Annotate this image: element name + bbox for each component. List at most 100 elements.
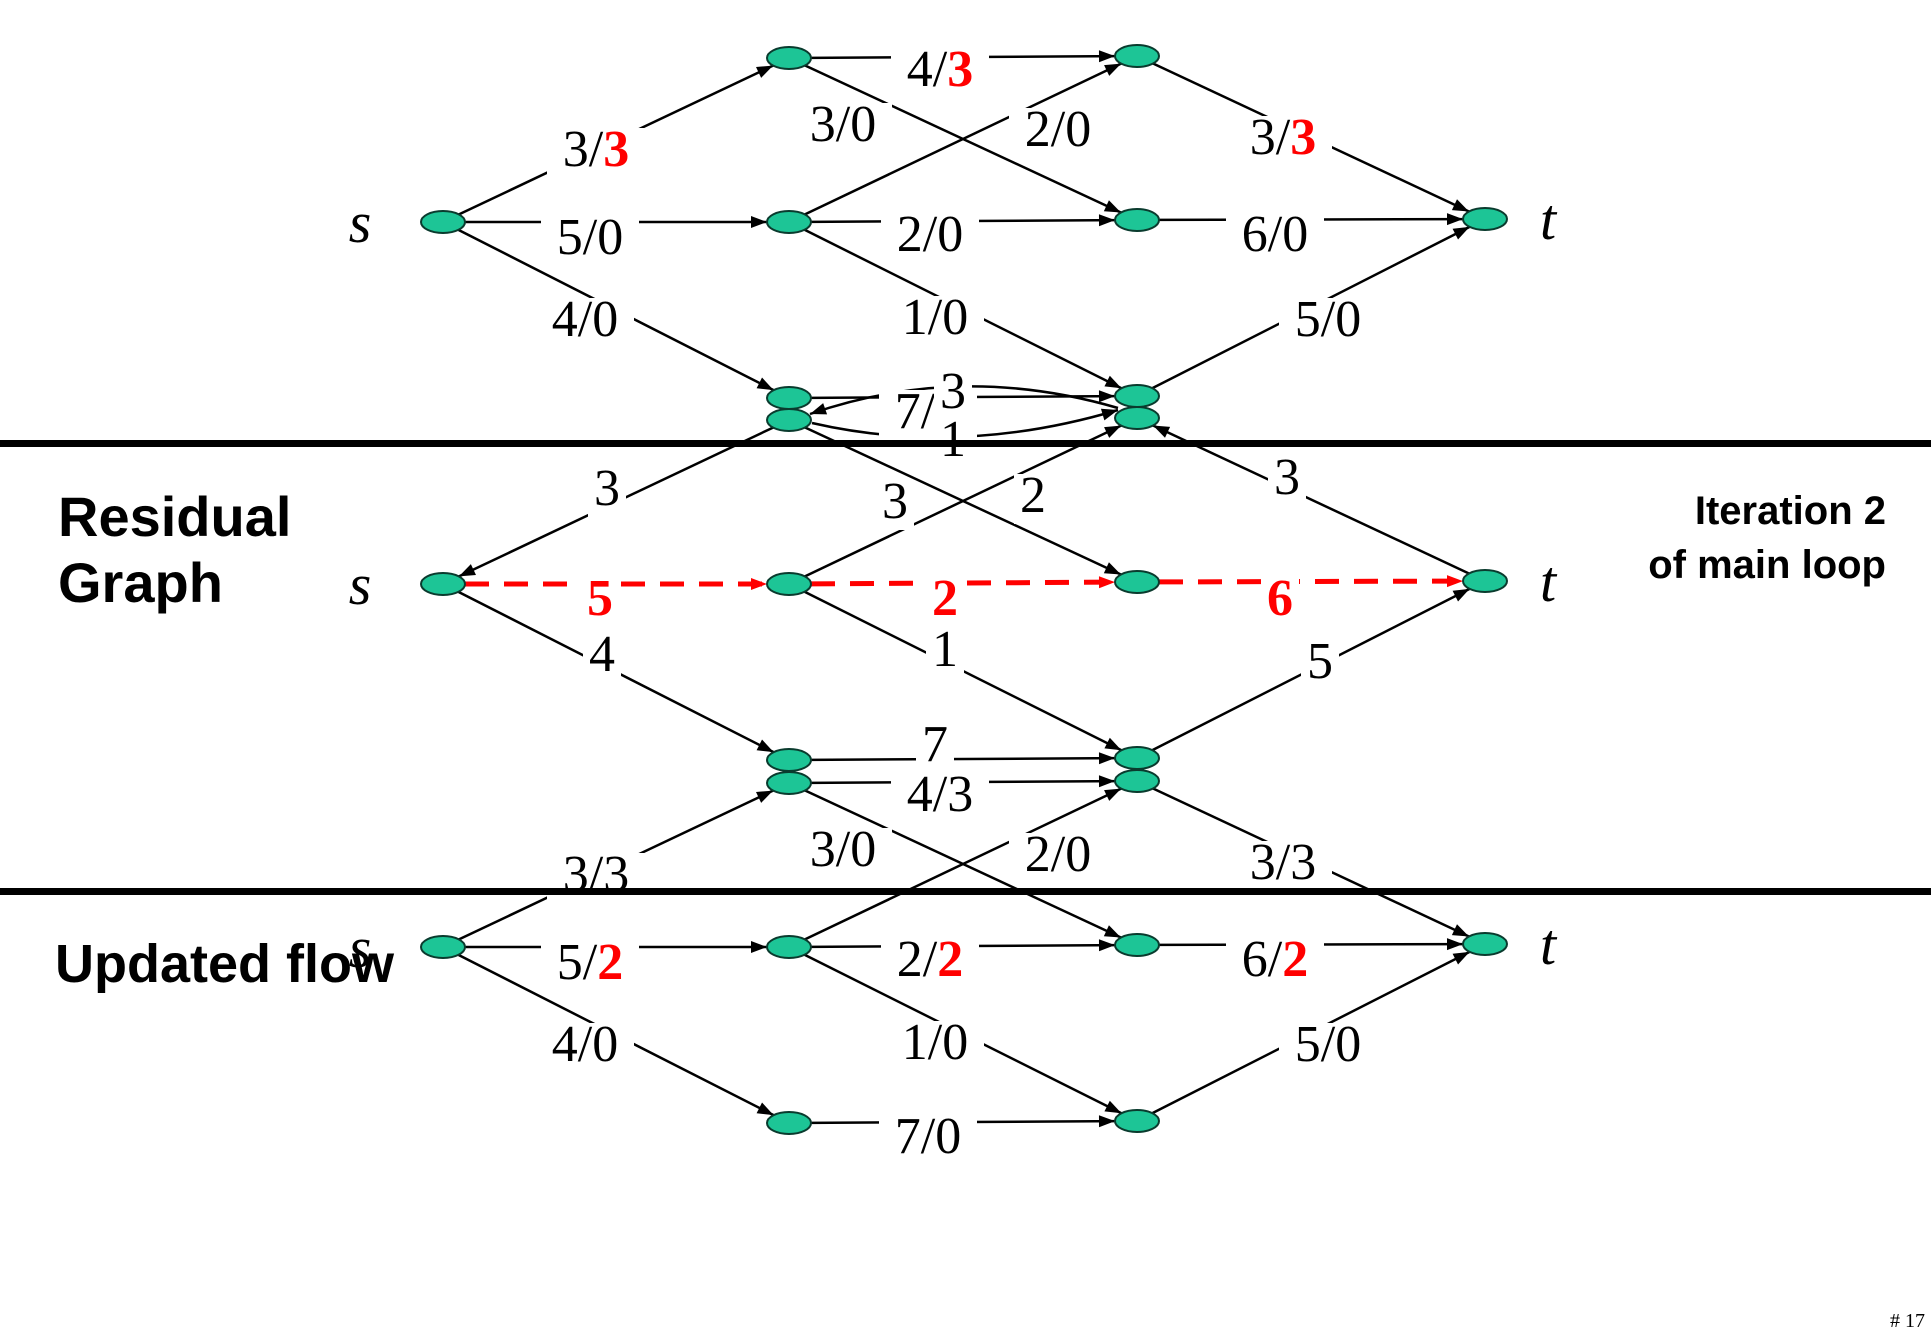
updated-flow-edge-label-part-b2-t-0: 6/ [1242, 931, 1283, 988]
residual-edge-label-s-a2: 5 [587, 570, 613, 627]
current-flow-edge-label-part-b2-t-0: 6/0 [1242, 206, 1308, 263]
updated-flow-edge-arrow-b1-t [1452, 924, 1469, 936]
residual-source-label: s [349, 552, 372, 617]
residual-edge-label-b3-t: 5 [1307, 633, 1333, 690]
current-flow-edge-arrow-a1-b2 [1104, 200, 1121, 212]
current-flow-edge-arrow-b3-t [1453, 227, 1470, 240]
current-flow-edge-arrow-a2-b2 [1099, 214, 1115, 226]
residual-node-s [421, 573, 465, 595]
updated-flow-edge-label-b2-t: 6/2 [1242, 931, 1308, 988]
residual-edge-label-part-t-b1-0: 3 [1274, 449, 1300, 506]
residual-edge-b2-t [1159, 575, 1463, 587]
residual-edge-label-part-s-a3-0: 4 [589, 626, 615, 683]
updated-flow-edge-label-s-a2: 5/2 [557, 934, 623, 991]
updated-flow-edge-label-part-a1-b1-0: 4/3 [907, 766, 973, 823]
residual-node-b3 [1115, 747, 1159, 769]
residual-node-a1 [767, 409, 811, 431]
iteration-note-line2: of main loop [1648, 538, 1886, 592]
residual-node-b1 [1115, 407, 1159, 429]
residual-edge-arrow-t-b1 [1153, 426, 1170, 438]
current-flow-edge-arrow-s-a1 [756, 66, 773, 78]
current-flow-source-label: s [349, 190, 372, 255]
current-flow-edge-label-part-a2-b2-0: 2/0 [897, 206, 963, 263]
residual-edge-label-part-a2-b2-0: 2 [932, 570, 958, 627]
iteration-note-line1: Iteration 2 [1648, 484, 1886, 538]
updated-flow-edge-arrow-s-a2 [751, 941, 767, 953]
page-number: # 17 [1890, 1310, 1925, 1333]
residual-edge-arrow-b3-t [1453, 589, 1470, 602]
updated-flow-edge-label-part-s-a2-1: 2 [597, 934, 623, 991]
residual-edge-label-a2-b1: 2 [1020, 467, 1046, 524]
updated-flow-edge-label-b1-t: 3/3 [1250, 834, 1316, 891]
residual-edge-label-part-a1-b2-0: 3 [882, 473, 908, 530]
current-flow-edge-arrow-b2-t [1447, 213, 1463, 225]
residual-edge-arrow-a1-s [459, 564, 476, 576]
residual-title-line2: Graph [58, 550, 291, 616]
residual-edge-line-b2-t [1159, 581, 1463, 582]
updated-flow-edge-label-s-a3: 4/0 [552, 1016, 618, 1073]
residual-edge-label-part-b2-t-0: 6 [1267, 570, 1293, 627]
residual-edge-t-b1 [1153, 426, 1469, 574]
current-flow-edge-label-a2-b1: 2/0 [1025, 101, 1091, 158]
updated-flow-edge-arrow-a2-b3 [1104, 1101, 1121, 1114]
current-flow-edge-label-a2-b2: 2/0 [897, 206, 963, 263]
updated-flow-edge-label-b3-t: 5/0 [1295, 1016, 1361, 1073]
updated-flow-node-b1 [1115, 770, 1159, 792]
updated-flow-edge-label-part-b3-t-0: 5/0 [1295, 1016, 1361, 1073]
residual-edge-arrow-a3-b3 [1099, 752, 1115, 764]
residual-edge-label-a3-b3: 7 [922, 716, 948, 773]
residual-edge-arrow-b2-t [1447, 575, 1463, 587]
updated-flow-edge-label-a2-b3: 1/0 [902, 1014, 968, 1071]
current-flow-edge-label-b1-t: 3/3 [1250, 109, 1316, 166]
current-flow-edge-label-part-b1-t-1: 3 [1290, 109, 1316, 166]
residual-edge-arrow-a1-b2 [1104, 562, 1121, 574]
current-flow-edge-label-s-a3: 4/0 [552, 291, 618, 348]
residual-edge-label-part-a1-s-0: 3 [594, 460, 620, 517]
residual-edge-arrow-s-a2 [751, 578, 767, 590]
updated-flow-edge-arrow-a1-b1 [1099, 775, 1115, 787]
residual-edge-arrow-s-a3 [757, 740, 774, 753]
current-flow-edge-label-part-b3-t-0: 5/0 [1295, 291, 1361, 348]
updated-flow-edge-label-a1-b2: 3/0 [810, 821, 876, 878]
current-flow-edge-label-s-a1: 3/3 [563, 121, 629, 178]
residual-edge-label-a1-b2: 3 [882, 473, 908, 530]
updated-flow-edge-label-part-a2-b1-0: 2/0 [1025, 826, 1091, 883]
residual-edge-arrow-a2-b3 [1104, 738, 1121, 751]
updated-flow-edge-arrow-s-a3 [757, 1103, 774, 1116]
residual-edge-label-part-a3-b3-0: 7 [922, 716, 948, 773]
current-flow-edge-arrow-s-a2 [751, 216, 767, 228]
current-flow-node-a1 [767, 47, 811, 69]
updated-flow-edge-label-part-b1-t-0: 3/3 [1250, 834, 1316, 891]
current-flow-edge-label-part-s-a1-0: 3/ [563, 121, 604, 178]
residual-edge-label-part-s-a2-0: 5 [587, 570, 613, 627]
updated-flow-edge-label-part-a1-b2-0: 3/0 [810, 821, 876, 878]
residual-title-line1: Residual [58, 484, 291, 550]
current-flow-edge-label-s-a2: 5/0 [557, 209, 623, 266]
updated-flow-edge-arrow-b3-t [1453, 952, 1470, 965]
updated-flow-node-t [1463, 933, 1507, 955]
section-divider-top [0, 440, 1931, 447]
current-flow-node-b3 [1115, 385, 1159, 407]
updated-flow-edge-arrow-a2-b2 [1099, 939, 1115, 951]
updated-flow-edge-label-part-a2-b2-0: 2/ [897, 931, 938, 988]
residual-edge-a3-b3 [811, 752, 1115, 764]
current-flow-node-a3 [767, 387, 811, 409]
current-flow-edge-label-part-a2-b1-0: 2/0 [1025, 101, 1091, 158]
updated-flow-edge-label-part-a3-b3-0: 7/0 [895, 1108, 961, 1165]
current-flow-edge-arrow-a3-b3 [1099, 390, 1115, 402]
current-flow-edge-label-part-a1-b2-0: 3/0 [810, 96, 876, 153]
updated-flow-node-b2 [1115, 934, 1159, 956]
current-flow-edge-arrow-s-a3 [757, 378, 774, 391]
updated-flow-edge-arrow-s-a1 [756, 791, 773, 803]
updated-flow-edge-label-a3-b3: 7/0 [895, 1108, 961, 1165]
updated-flow-title: Updated flow [55, 934, 394, 994]
current-flow-edge-label-part-a1-b1-0: 4/ [907, 41, 948, 98]
section-divider-bottom [0, 888, 1931, 895]
residual-node-t [1463, 570, 1507, 592]
current-flow-edge-label-part-s-a1-1: 3 [603, 121, 629, 178]
residual-edge-label-s-a3: 4 [589, 626, 615, 683]
current-flow-node-b2 [1115, 209, 1159, 231]
updated-flow-edge-arrow-a3-b3 [1099, 1115, 1115, 1127]
